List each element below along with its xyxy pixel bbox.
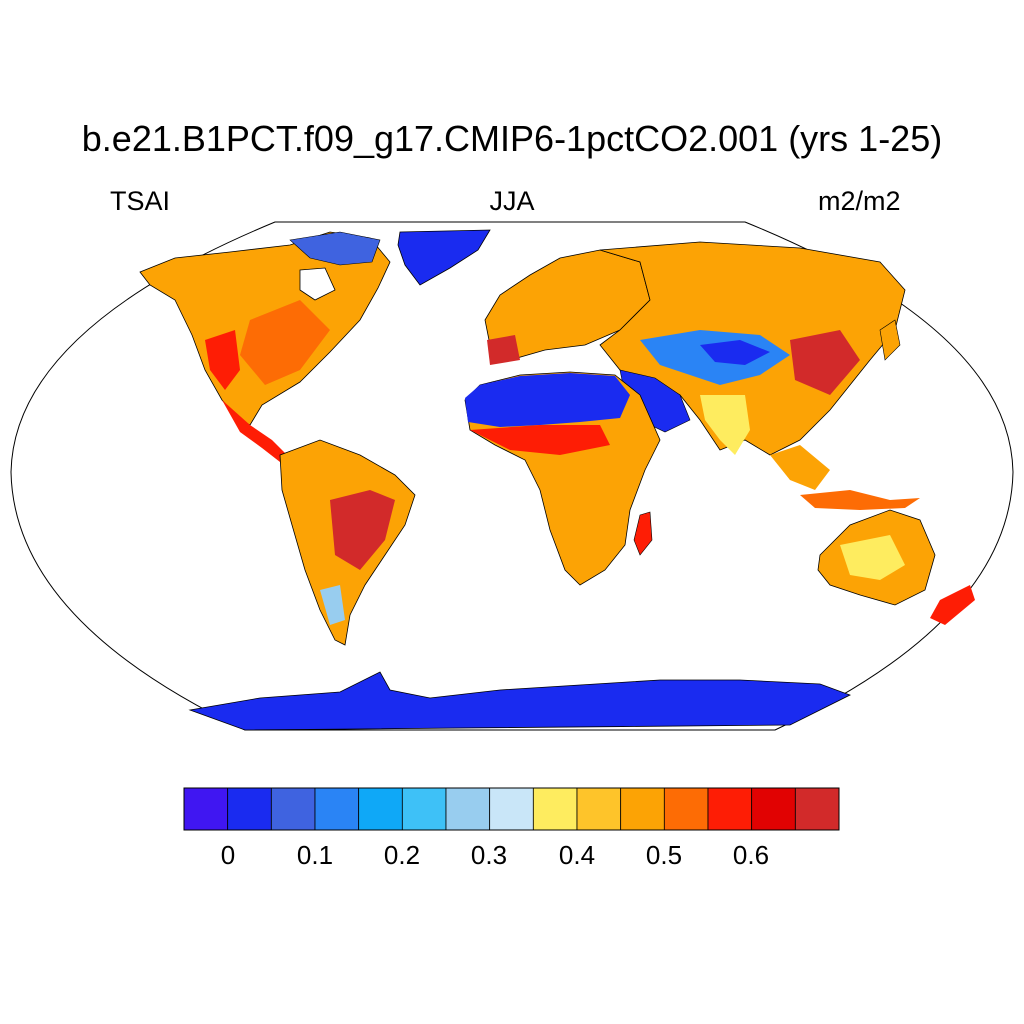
colorbar-swatch xyxy=(576,787,622,831)
colorbar-swatch xyxy=(663,787,709,831)
variable-label: TSAI xyxy=(110,186,171,216)
iberia xyxy=(487,335,520,365)
colorbar-swatch xyxy=(489,787,534,831)
brazil-highlands xyxy=(330,490,395,570)
colorbar-swatch xyxy=(707,787,753,831)
north-america-east xyxy=(240,300,330,385)
plot-title: b.e21.B1PCT.f09_g17.CMIP6-1pctCO2.001 (y… xyxy=(81,118,943,159)
north-america-west xyxy=(205,330,240,390)
colorbar-swatch xyxy=(445,787,491,831)
colorbar-swatch xyxy=(270,787,316,831)
colorbar-swatch xyxy=(401,787,447,831)
australia-interior xyxy=(840,535,905,580)
colorbar-swatch xyxy=(620,787,665,831)
colorbar-tick-label: 0.5 xyxy=(645,840,683,870)
colorbar-swatch xyxy=(532,787,578,831)
sahara xyxy=(465,373,630,427)
japan xyxy=(879,319,901,361)
units-label: m2/m2 xyxy=(818,186,901,216)
colorbar-swatch xyxy=(358,787,403,831)
greenland xyxy=(397,229,491,286)
colorbar-swatch xyxy=(183,787,229,831)
season-label: JJA xyxy=(489,186,535,216)
hudson-bay xyxy=(299,267,336,301)
central-america xyxy=(222,400,290,462)
madagascar xyxy=(633,511,653,556)
colorbar-swatch xyxy=(314,787,360,831)
colorbar-tick-label: 0 xyxy=(220,840,236,870)
colorbar-tick-label: 0.3 xyxy=(470,840,508,870)
patagonia xyxy=(320,585,345,625)
sahel xyxy=(470,425,610,455)
colorbar-tick-label: 0.1 xyxy=(296,840,334,870)
colorbar-swatch xyxy=(227,787,272,831)
new-zealand xyxy=(930,585,975,625)
china-east xyxy=(790,330,860,395)
antarctica xyxy=(188,671,852,731)
colorbar-swatch xyxy=(794,787,840,831)
colorbar-tick-label: 0.2 xyxy=(383,840,421,870)
colorbar-tick-label: 0.6 xyxy=(732,840,770,870)
indonesia xyxy=(800,490,920,510)
colorbar-tick-label: 0.4 xyxy=(558,840,596,870)
colorbar-frame xyxy=(183,787,840,831)
canadian-arctic xyxy=(289,231,381,266)
india xyxy=(700,395,750,455)
tibet xyxy=(700,340,770,365)
southeast-asia xyxy=(770,445,830,490)
colorbar-swatch xyxy=(751,787,796,831)
